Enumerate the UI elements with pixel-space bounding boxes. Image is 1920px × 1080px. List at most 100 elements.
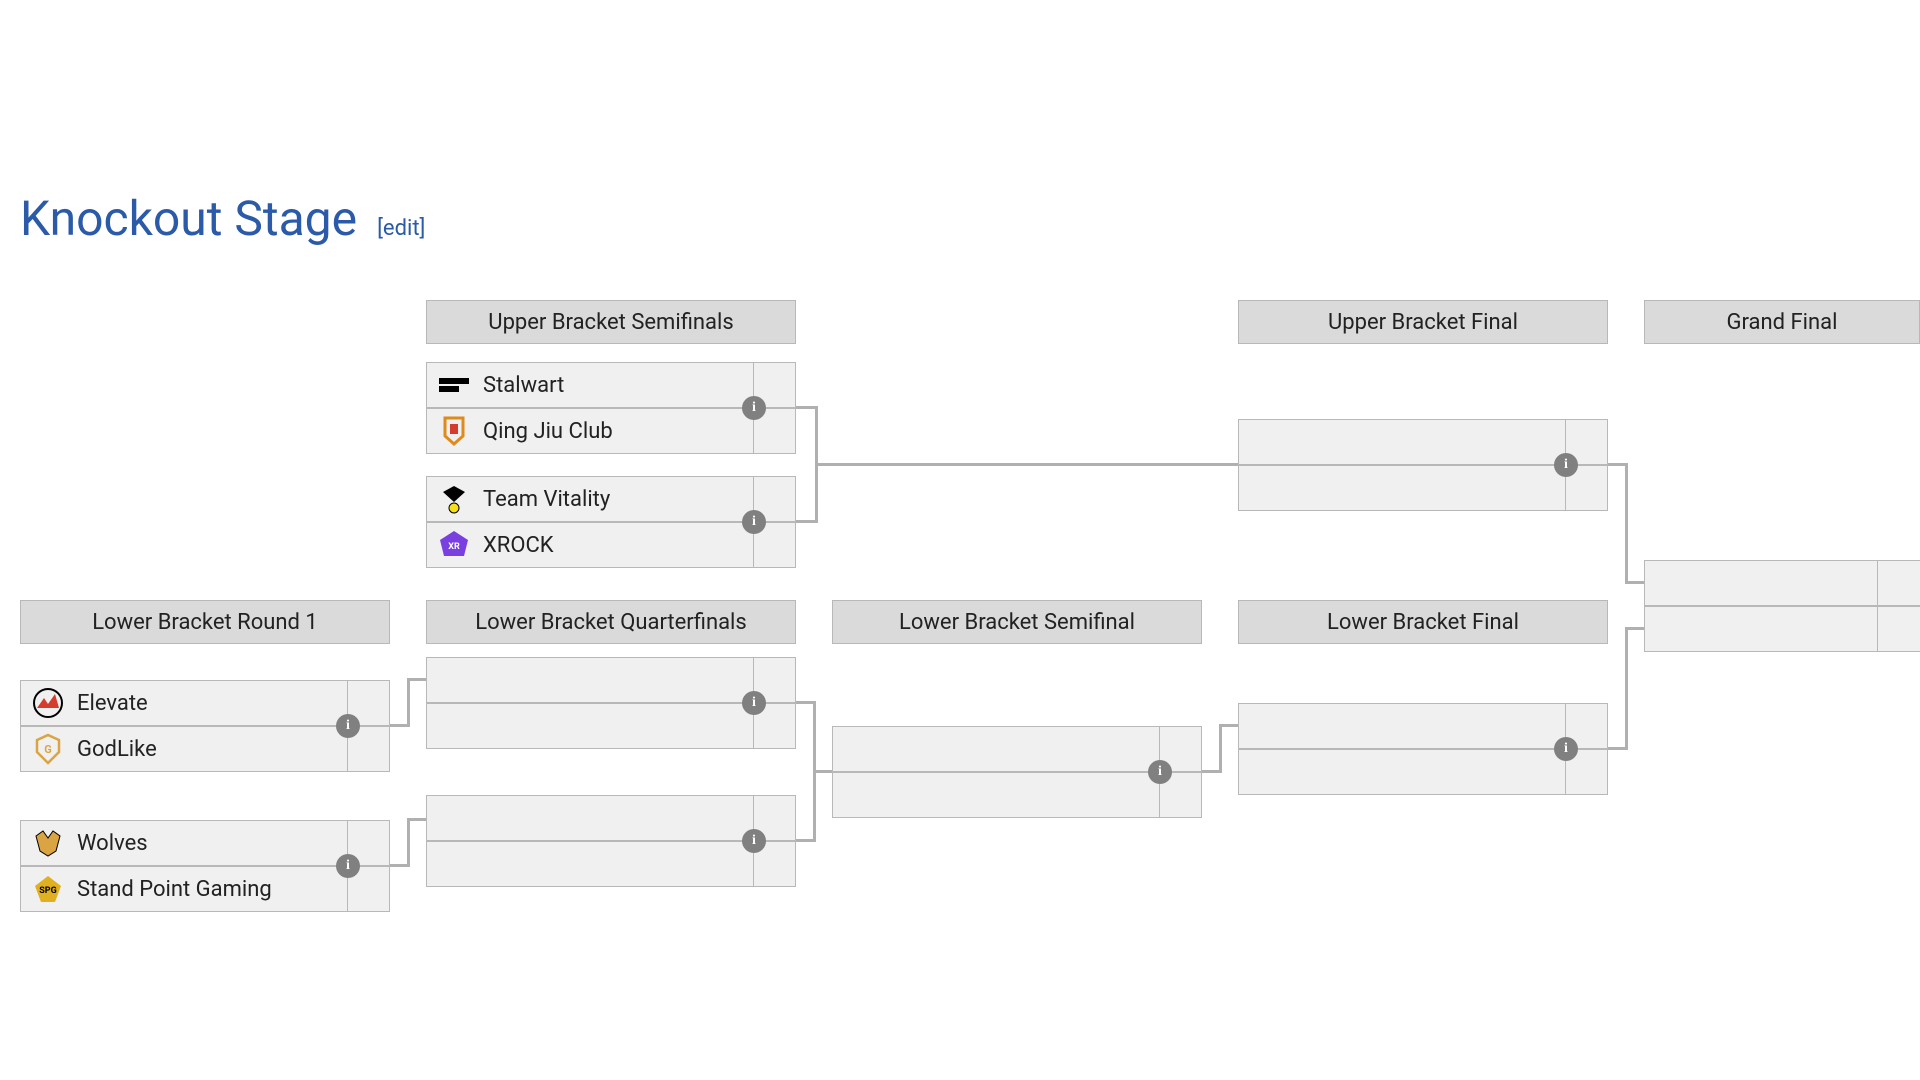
team-slot[interactable] — [426, 657, 754, 703]
match-row: G GodLike — [20, 726, 390, 772]
match-lb-r1-2: Wolves SPG Stand Point Gaming — [20, 820, 390, 912]
svg-text:G: G — [44, 743, 52, 756]
round-header-ub-final: Upper Bracket Final — [1238, 300, 1608, 344]
team-slot[interactable]: G GodLike — [20, 726, 348, 772]
match-row — [426, 795, 796, 841]
match-lb-final — [1238, 703, 1608, 795]
bracket-connector — [1625, 581, 1644, 584]
edit-link[interactable]: [edit] — [377, 216, 425, 241]
round-header-lb-final: Lower Bracket Final — [1238, 600, 1608, 644]
team-logo-icon — [437, 482, 471, 516]
team-slot[interactable]: Elevate — [20, 680, 348, 726]
match-row — [426, 657, 796, 703]
match-row: Team Vitality — [426, 476, 796, 522]
score-cell — [1878, 606, 1920, 652]
bracket-connector — [815, 463, 1238, 466]
match-ub-final — [1238, 419, 1608, 511]
team-logo-icon — [437, 368, 471, 402]
match-row — [426, 841, 796, 887]
match-row — [1238, 419, 1608, 465]
team-slot[interactable] — [1238, 749, 1566, 795]
team-slot[interactable] — [1644, 606, 1878, 652]
match-row — [1238, 749, 1608, 795]
team-slot[interactable] — [1238, 419, 1566, 465]
team-name: Qing Jiu Club — [483, 419, 613, 444]
team-slot[interactable] — [832, 726, 1160, 772]
match-ub-semi-2: Team Vitality XR XROCK — [426, 476, 796, 568]
team-slot[interactable] — [1238, 465, 1566, 511]
team-slot[interactable] — [832, 772, 1160, 818]
info-icon[interactable]: i — [742, 829, 766, 853]
team-slot[interactable] — [1644, 560, 1878, 606]
match-row: XR XROCK — [426, 522, 796, 568]
team-logo-icon — [31, 686, 65, 720]
team-logo-icon — [31, 826, 65, 860]
match-lb-sf — [832, 726, 1202, 818]
team-name: Stand Point Gaming — [77, 877, 272, 902]
team-slot[interactable] — [426, 703, 754, 749]
svg-text:SPG: SPG — [39, 886, 56, 896]
info-icon[interactable]: i — [1554, 453, 1578, 477]
bracket-connector — [407, 678, 426, 681]
round-header-lb-qf: Lower Bracket Quarterfinals — [426, 600, 796, 644]
info-icon[interactable]: i — [336, 854, 360, 878]
team-slot[interactable] — [1238, 703, 1566, 749]
match-row: Qing Jiu Club — [426, 408, 796, 454]
team-logo-icon: G — [31, 732, 65, 766]
bracket-connector — [407, 678, 410, 727]
round-header-ub-semi: Upper Bracket Semifinals — [426, 300, 796, 344]
info-icon[interactable]: i — [336, 714, 360, 738]
round-header-lb-r1: Lower Bracket Round 1 — [20, 600, 390, 644]
match-grand-final — [1644, 560, 1920, 652]
info-icon[interactable]: i — [742, 691, 766, 715]
match-row — [1644, 560, 1920, 606]
match-row — [832, 726, 1202, 772]
bracket-connector — [1219, 724, 1238, 727]
info-icon[interactable]: i — [742, 510, 766, 534]
team-slot[interactable]: XR XROCK — [426, 522, 754, 568]
team-slot[interactable]: Stalwart — [426, 362, 754, 408]
info-icon[interactable]: i — [1148, 760, 1172, 784]
bracket-connector — [813, 770, 832, 773]
team-name: GodLike — [77, 737, 157, 762]
team-slot[interactable]: Qing Jiu Club — [426, 408, 754, 454]
team-name: Wolves — [77, 831, 148, 856]
bracket-connector — [1625, 627, 1644, 630]
bracket-connector — [1625, 463, 1628, 583]
team-logo-icon — [437, 414, 471, 448]
match-ub-semi-1: Stalwart Qing Jiu Club — [426, 362, 796, 454]
round-header-lb-sf: Lower Bracket Semifinal — [832, 600, 1202, 644]
match-row — [1644, 606, 1920, 652]
score-cell — [1878, 560, 1920, 606]
match-lb-qf-2 — [426, 795, 796, 887]
bracket-connector — [1625, 627, 1628, 750]
match-row — [1238, 465, 1608, 511]
title-row: Knockout Stage [edit] — [20, 190, 425, 247]
team-name: Team Vitality — [483, 487, 610, 512]
bracket-connector — [407, 818, 410, 867]
bracket-connector — [1219, 724, 1222, 773]
info-icon[interactable]: i — [1554, 737, 1578, 761]
round-header-grand-final: Grand Final — [1644, 300, 1920, 344]
match-row: Wolves — [20, 820, 390, 866]
team-slot[interactable]: SPG Stand Point Gaming — [20, 866, 348, 912]
match-row: Elevate — [20, 680, 390, 726]
match-row — [1238, 703, 1608, 749]
bracket-connector — [407, 818, 426, 821]
info-icon[interactable]: i — [742, 396, 766, 420]
team-name: Elevate — [77, 691, 148, 716]
page: Knockout Stage [edit] Upper Bracket Semi… — [0, 0, 1920, 1080]
team-name: XROCK — [483, 533, 554, 558]
match-lb-qf-1 — [426, 657, 796, 749]
team-slot[interactable] — [426, 795, 754, 841]
team-slot[interactable]: Wolves — [20, 820, 348, 866]
match-row — [832, 772, 1202, 818]
svg-text:XR: XR — [448, 542, 460, 552]
match-row: Stalwart — [426, 362, 796, 408]
page-title: Knockout Stage — [20, 190, 357, 247]
match-row — [426, 703, 796, 749]
team-slot[interactable]: Team Vitality — [426, 476, 754, 522]
team-logo-icon: SPG — [31, 872, 65, 906]
team-slot[interactable] — [426, 841, 754, 887]
match-lb-r1-1: Elevate G GodLike — [20, 680, 390, 772]
